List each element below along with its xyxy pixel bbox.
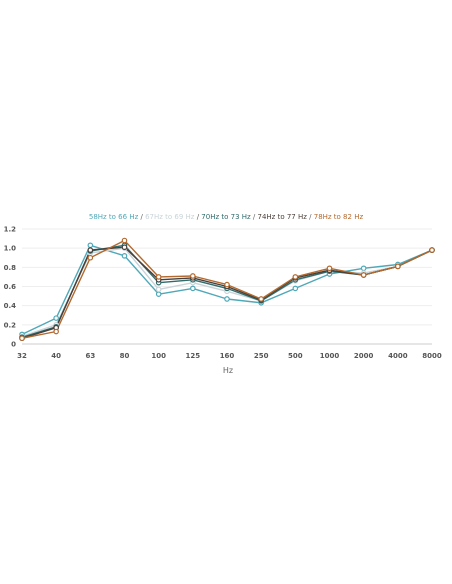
y-tick-label: 0.2 (4, 321, 17, 329)
y-tick-label: 0.6 (4, 283, 17, 291)
x-tick-label: 4000 (388, 352, 408, 360)
x-tick-label: 125 (186, 352, 201, 360)
legend-item-70-73[interactable]: 70Hz to 73 Hz (201, 213, 251, 221)
data-point-4-6 (224, 281, 230, 288)
data-point-4-0 (19, 335, 25, 342)
data-point-4-11 (395, 263, 401, 270)
data-point-3-3 (121, 244, 128, 251)
data-point-4-10 (360, 272, 367, 278)
x-tick-label: 63 (85, 352, 95, 360)
data-point-4-5 (190, 273, 196, 279)
legend-item-58-66[interactable]: 58Hz to 66 Hz (88, 213, 139, 221)
data-point-4-8 (292, 274, 299, 280)
y-tick-label: 1.2 (4, 226, 17, 234)
x-tick-label: 40 (51, 352, 61, 360)
legend-item-78-82[interactable]: 78Hz to 82 Hz (313, 213, 364, 221)
x-tick-label: 80 (120, 352, 130, 360)
data-point-1-4 (155, 286, 162, 293)
data-point-3-2 (87, 247, 94, 253)
x-tick-label: 100 (151, 352, 166, 360)
y-tick-label: 0 (11, 341, 16, 349)
y-tick-label: 0.4 (4, 302, 17, 310)
data-point-4-2 (87, 254, 94, 261)
data-point-0-1 (53, 315, 59, 321)
chart-legend: 58Hz to 66 Hz / 67Hz to 69 Hz / 70Hz to … (88, 213, 364, 221)
data-point-0-2 (87, 242, 94, 249)
legend-item-74-77[interactable]: 74Hz to 77 Hz (257, 213, 307, 221)
data-point-0-3 (121, 253, 128, 259)
x-tick-label: 2000 (354, 352, 374, 360)
x-tick-label: 8000 (422, 352, 442, 360)
data-point-0-4 (155, 291, 162, 297)
x-axis-label: Hz (223, 366, 233, 375)
legend-item-67-69[interactable]: 67Hz to 69 Hz (145, 213, 195, 221)
x-tick-label: 500 (288, 352, 303, 360)
y-axis-ticks: 0 0.2 0.4 0.6 0.8 1.0 1.2 (4, 226, 17, 349)
data-point-4-3 (121, 237, 128, 244)
data-point-0-8 (292, 285, 299, 292)
data-point-0-6 (224, 296, 230, 302)
x-tick-label: 250 (254, 352, 269, 360)
data-point-0-10 (360, 265, 367, 272)
data-point-4-7 (258, 296, 264, 302)
data-point-4-9 (326, 265, 333, 272)
data-point-4-1 (53, 328, 59, 335)
y-tick-label: 0.8 (4, 264, 17, 272)
series-points (19, 237, 435, 342)
x-tick-label: 160 (220, 352, 235, 360)
data-point-4-12 (429, 247, 435, 253)
y-tick-label: 1.0 (4, 245, 17, 253)
grid-lines (22, 228, 432, 345)
data-point-4-4 (155, 274, 162, 280)
x-axis-ticks: 32 40 63 80 100 125 160 250 500 1000 2000 4000 8000 (17, 352, 442, 360)
data-point-0-5 (190, 285, 196, 292)
x-tick-label: 1000 (320, 352, 340, 360)
x-tick-label: 32 (17, 352, 27, 360)
